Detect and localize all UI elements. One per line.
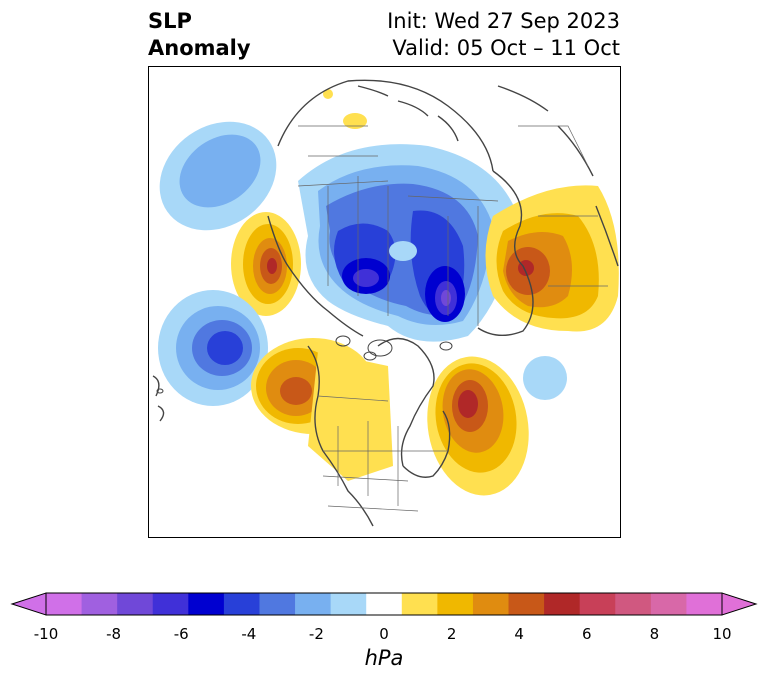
colorbar-tick-label: -6 — [173, 625, 189, 643]
western-na-high-region — [251, 338, 393, 481]
colorbar-unit-label: hPa — [364, 646, 404, 670]
atlantic-low-region — [158, 290, 268, 406]
chart-title-left: SLP Anomaly — [148, 8, 251, 62]
colorbar-segment — [579, 593, 616, 615]
siberia-high-region — [343, 113, 367, 129]
colorbar-segment — [544, 593, 581, 615]
title-init-date: Init: Wed 27 Sep 2023 — [387, 9, 620, 33]
title-variable: SLP — [148, 9, 192, 33]
colorbar-segment — [46, 593, 83, 615]
colorbar-segment — [366, 593, 403, 615]
chart-title-right: Init: Wed 27 Sep 2023 Valid: 05 Oct – 11… — [387, 8, 620, 62]
pacific-low-region — [159, 121, 277, 231]
colorbar-segment — [295, 593, 332, 615]
colorbar-tick-label: -4 — [241, 625, 257, 643]
bering-low-region — [523, 356, 567, 400]
colorbar-segment — [259, 593, 296, 615]
colorbar-tick-label: 4 — [514, 625, 524, 643]
anomaly-map — [148, 66, 621, 538]
north-atlantic-high-region — [427, 356, 529, 496]
colorbar-tick-label: 0 — [379, 625, 389, 643]
colorbar-tick-label: -2 — [308, 625, 324, 643]
colorbar-segment — [437, 593, 474, 615]
borders — [297, 125, 608, 512]
colorbar-tick-label: 10 — [712, 625, 732, 643]
title-type: Anomaly — [148, 36, 251, 60]
colorbar-tick-label: -8 — [106, 625, 122, 643]
colorbar-segment — [401, 593, 438, 615]
colorbar-segment — [508, 593, 545, 615]
colorbar-segment — [650, 593, 687, 615]
colorbar-tick-label: 2 — [446, 625, 457, 643]
colorbar-extend-max — [721, 592, 758, 616]
colorbar-segment — [152, 593, 189, 615]
colorbar-segment — [117, 593, 154, 615]
colorbar — [10, 592, 758, 616]
map-frame — [148, 66, 621, 538]
colorbar-tick-label: 6 — [582, 625, 592, 643]
eurasia-high-region — [485, 185, 619, 332]
colorbar-segment — [472, 593, 510, 615]
colorbar-segment — [223, 593, 260, 615]
colorbar-segment — [686, 593, 723, 615]
colorbar-extend-min — [10, 592, 47, 616]
siberia-high-small — [323, 89, 333, 99]
coastlines — [152, 79, 619, 527]
colorbar-segment — [188, 593, 225, 615]
colorbar-segment — [615, 593, 652, 615]
north-pacific-high-region — [231, 212, 301, 316]
colorbar-segment — [330, 593, 367, 615]
colorbar-tick-label: 8 — [649, 625, 660, 643]
colorbar-tick-label: -10 — [33, 625, 59, 643]
colorbar-segment — [81, 593, 118, 615]
title-valid-range: Valid: 05 Oct – 11 Oct — [392, 36, 620, 60]
colorbar-frame — [45, 592, 723, 616]
arctic-low-region — [298, 144, 518, 342]
islands — [156, 335, 453, 394]
